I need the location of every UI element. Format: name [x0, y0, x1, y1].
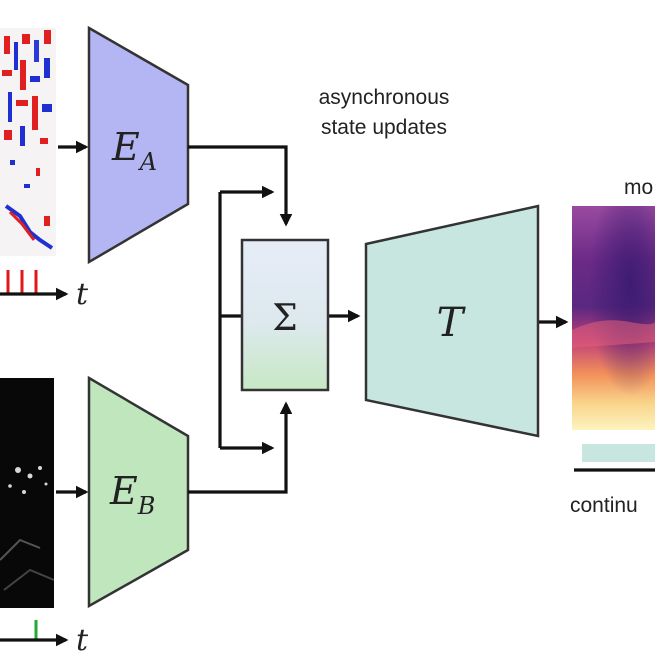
timeline-a: t [0, 270, 89, 312]
svg-text:asynchronous: asynchronous [319, 86, 450, 109]
transformer-label: T [437, 300, 467, 346]
fusion-sum-block: Σ [240, 238, 330, 392]
encoder-b: EB [87, 375, 190, 609]
continuous-output-bar: continu [570, 444, 655, 517]
timeline-a-label: t [76, 277, 89, 312]
output-caption: continu [570, 494, 638, 517]
timeline-b-label: t [76, 623, 89, 655]
output-title: mo [624, 176, 653, 199]
event-frame-thumbnail [0, 28, 56, 256]
svg-text:state updates: state updates [321, 116, 447, 139]
encoder-b-label: EB [109, 469, 155, 520]
encoder-a: EA [87, 25, 190, 265]
timeline-b: t [0, 620, 89, 655]
transformer-block: T [364, 204, 540, 438]
fusion-sum-label: Σ [272, 298, 297, 339]
encoder-a-label: EA [111, 125, 157, 176]
async-state-updates-annotation: asynchronous state updates [319, 86, 450, 139]
depth-map-thumbnail: mo [572, 176, 655, 430]
connection-edges [188, 145, 569, 494]
grayscale-frame-thumbnail [0, 378, 54, 608]
